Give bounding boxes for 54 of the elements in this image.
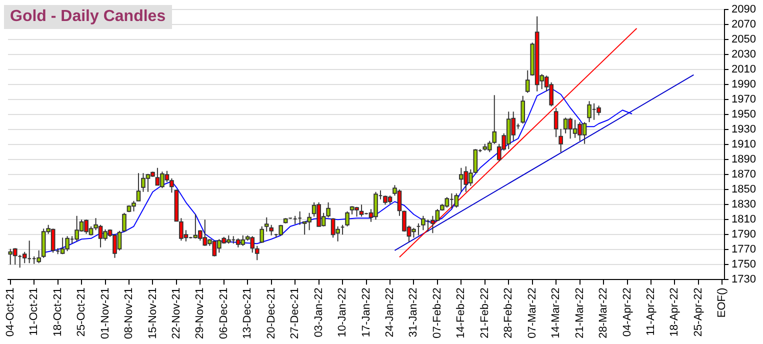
- x-tick-label: 14-Feb-22: [455, 288, 468, 338]
- y-tick-label: 1990: [732, 78, 756, 91]
- y-tick-label: 1750: [732, 258, 756, 271]
- y-tick-label: 1910: [732, 138, 756, 151]
- x-tick-label: 08-Nov-21: [123, 288, 136, 339]
- x-tick-label: 15-Nov-21: [146, 288, 159, 339]
- y-tick-label: 2090: [732, 4, 756, 16]
- y-tick-label: 2050: [732, 34, 756, 46]
- x-tick-label: 03-Jan-22: [312, 288, 325, 338]
- y-tick-label: 1770: [732, 244, 756, 256]
- x-tick-label: 11-Apr-22: [645, 288, 658, 336]
- y-tick-label: 1870: [732, 168, 756, 181]
- x-tick-label: 04-Oct-21: [4, 288, 16, 337]
- y-tick-label: 1830: [732, 198, 756, 211]
- x-tick-label: 21-Mar-22: [574, 288, 586, 338]
- x-tick-label: 29-Nov-21: [194, 288, 206, 339]
- x-tick-label: 01-Nov-21: [99, 288, 112, 339]
- x-tick-label: EOF(): [716, 288, 728, 318]
- x-tick-label: 07-Feb-22: [431, 288, 444, 338]
- x-tick-label: 14-Mar-22: [550, 288, 562, 338]
- y-tick-label: 1730: [732, 274, 756, 286]
- x-tick-label: 13-Dec-21: [242, 288, 254, 339]
- x-tick-label: 28-Mar-22: [598, 288, 610, 338]
- x-tick-label: 18-Oct-21: [52, 288, 64, 337]
- x-tick-label: 10-Jan-22: [336, 288, 349, 338]
- x-tick-label: 24-Jan-22: [384, 288, 396, 338]
- x-tick-label: 27-Dec-21: [289, 288, 302, 339]
- x-tick-label: 21-Feb-22: [478, 288, 491, 338]
- x-tick-label: 17-Jan-22: [360, 288, 372, 338]
- y-tick-label: 2010: [732, 64, 756, 76]
- y-tick-label: 2030: [732, 48, 756, 61]
- x-tick-label: 11-Oct-21: [28, 288, 40, 336]
- x-tick-label: 25-Oct-21: [76, 288, 88, 337]
- y-tick-label: 1950: [732, 108, 756, 121]
- x-tick-label: 18-Apr-22: [668, 288, 681, 337]
- x-tick-label: 06-Dec-21: [218, 288, 230, 339]
- y-tick-label: 1790: [732, 228, 756, 241]
- x-tick-label: 22-Nov-21: [170, 288, 182, 339]
- x-tick-label: 07-Mar-22: [526, 288, 538, 338]
- x-tick-label: 04-Apr-22: [621, 288, 634, 337]
- y-tick-label: 2070: [732, 18, 756, 31]
- candlestick: [298, 210, 302, 226]
- chart-title: Gold - Daily Candles: [4, 5, 172, 29]
- y-tick-label: 1890: [732, 154, 756, 166]
- x-tick-label: 25-Apr-22: [692, 288, 704, 337]
- candlestick: [340, 224, 345, 236]
- y-tick-label: 1850: [732, 184, 756, 196]
- x-tick-label: 28-Feb-22: [502, 288, 515, 338]
- y-tick-label: 1970: [732, 94, 756, 106]
- y-tick-label: 1810: [732, 214, 756, 226]
- x-tick-label: 20-Dec-21: [265, 288, 278, 339]
- y-tick-label: 1930: [732, 124, 756, 136]
- x-tick-label: 31-Jan-22: [408, 288, 420, 338]
- candlestick: [416, 222, 421, 236]
